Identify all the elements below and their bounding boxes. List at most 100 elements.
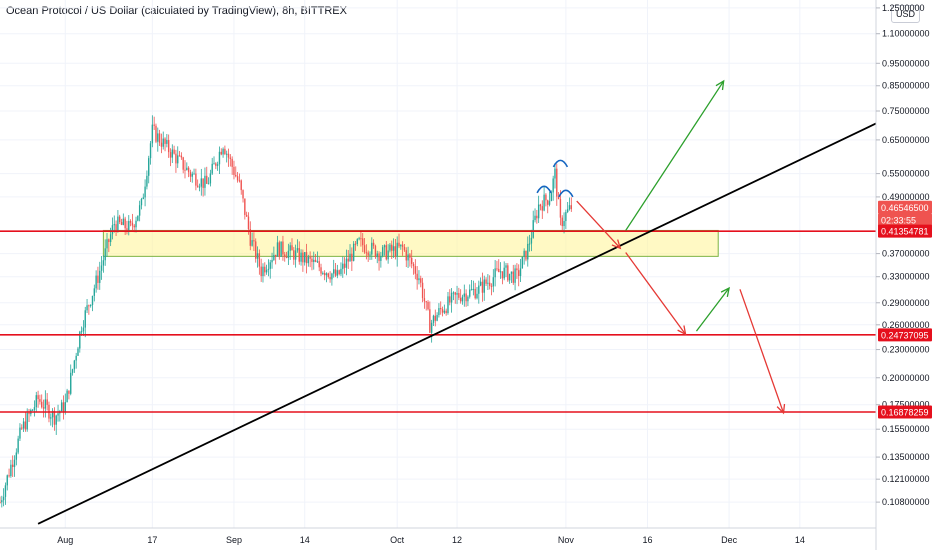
arrow-line <box>576 200 621 249</box>
arrow-head <box>611 239 622 250</box>
candle-body <box>19 427 21 439</box>
candle-body <box>488 282 491 286</box>
candle-body <box>367 252 369 256</box>
candle-body <box>247 216 250 230</box>
y-tick-label: 0.23000000 <box>882 345 930 355</box>
candle-body <box>68 390 70 394</box>
candle-body <box>552 178 554 193</box>
y-tick-label: 0.65000000 <box>882 135 930 145</box>
candle-body <box>80 331 83 333</box>
candle-body <box>363 245 366 253</box>
candle-body <box>354 243 357 245</box>
candle-body <box>256 253 259 259</box>
candle-body <box>496 268 498 270</box>
candle-body <box>209 173 212 184</box>
candle-body <box>343 263 346 268</box>
price-tag <box>878 405 932 419</box>
candle-body <box>8 475 10 477</box>
candle-body <box>104 248 106 261</box>
candle-body <box>184 169 186 171</box>
candle-body <box>236 176 239 181</box>
price-tag-label: 0.24737095 <box>881 330 929 340</box>
candle-body <box>39 399 41 402</box>
candle-body <box>472 288 475 290</box>
candle-body <box>570 205 573 210</box>
candle-body <box>518 270 520 276</box>
candle-body <box>57 413 59 416</box>
candle-body <box>545 194 547 201</box>
candle-body <box>391 244 393 251</box>
candle-body <box>383 245 386 248</box>
candle-body <box>148 158 150 176</box>
y-tick-label: 0.55000000 <box>882 169 930 179</box>
candle-body <box>465 293 467 302</box>
candle-body <box>459 297 462 302</box>
candle-body <box>227 153 230 158</box>
candle-body <box>31 409 34 411</box>
currency-button[interactable]: USD <box>891 5 920 23</box>
x-tick-label: Dec <box>721 535 738 545</box>
candle-body <box>365 252 368 254</box>
candle-body <box>441 309 444 313</box>
candle-body <box>202 178 204 188</box>
arrow-line <box>739 289 785 414</box>
candle-body <box>260 266 262 277</box>
candles <box>0 115 573 508</box>
candle-body <box>325 273 328 276</box>
candle-body <box>100 265 103 271</box>
candle-body <box>474 288 476 299</box>
candle-body <box>392 246 395 251</box>
candle-body <box>17 438 19 453</box>
candle-body <box>171 149 173 158</box>
arrow-line <box>695 287 730 332</box>
candle-body <box>131 222 134 226</box>
candle-body <box>534 215 536 221</box>
candle-body <box>137 215 139 221</box>
candle-body <box>356 239 358 245</box>
candle-body <box>556 168 558 197</box>
candle-body <box>6 475 8 486</box>
candle-body <box>369 254 371 256</box>
candle-body <box>412 263 415 267</box>
x-tick-label: 12 <box>452 535 462 545</box>
candle-body <box>84 310 86 328</box>
candle-body <box>89 304 92 306</box>
candle-body <box>385 245 388 260</box>
candle-body <box>280 241 282 257</box>
candle-body <box>425 301 427 303</box>
candle-body <box>563 221 565 227</box>
candle-body <box>189 172 192 177</box>
candle-body <box>282 241 284 255</box>
candle-body <box>329 277 331 280</box>
candle-body <box>548 201 551 205</box>
candle-body <box>108 239 110 243</box>
candle-body <box>432 315 435 323</box>
candle-body <box>318 261 320 268</box>
candle-body <box>479 281 482 286</box>
candle-body <box>113 224 115 226</box>
candle-body <box>46 399 48 405</box>
candle-body <box>539 204 542 207</box>
y-tick-label: 0.37000000 <box>882 249 930 259</box>
candle-body <box>358 238 360 240</box>
candle-body <box>264 266 266 273</box>
candle-body <box>240 180 242 191</box>
candle-body <box>144 186 146 198</box>
candle-body <box>423 298 426 302</box>
candle-body <box>122 218 125 225</box>
candle-body <box>95 275 97 289</box>
price-tag <box>878 200 932 214</box>
candle-body <box>554 168 556 179</box>
candle-body <box>550 192 553 202</box>
candle-body <box>21 427 23 429</box>
candle-body <box>153 124 155 126</box>
candle-body <box>421 282 424 299</box>
candle-body <box>276 242 279 257</box>
candle-body <box>128 221 130 232</box>
candle-body <box>525 250 527 260</box>
candle-body <box>532 220 534 238</box>
candle-body <box>285 256 288 258</box>
candle-body <box>66 390 68 403</box>
candle-body <box>124 218 126 229</box>
candle-body <box>438 308 440 316</box>
